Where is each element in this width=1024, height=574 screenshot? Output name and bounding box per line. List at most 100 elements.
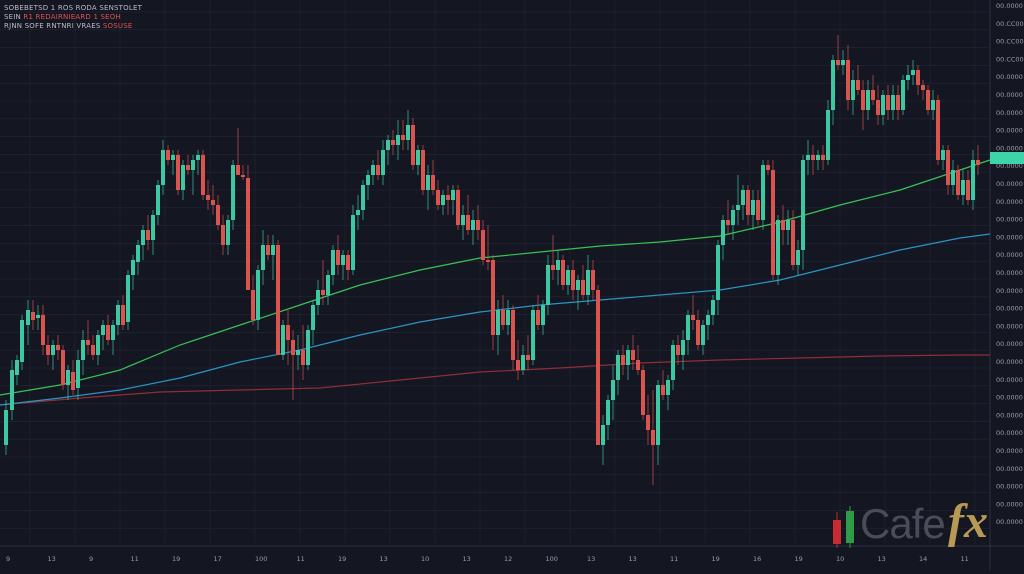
candle[interactable]	[536, 295, 540, 330]
candle[interactable]	[921, 80, 925, 100]
time-axis[interactable]: 9 13 9 11 19 17 100 11 19 13 10 13 12 100 13 13 11 19 16 19…	[6, 555, 969, 563]
candle[interactable]	[421, 145, 425, 195]
candle[interactable]	[81, 330, 85, 375]
candle[interactable]	[526, 335, 530, 370]
candle[interactable]	[901, 75, 905, 115]
candle[interactable]	[711, 295, 715, 325]
candle[interactable]	[346, 250, 350, 280]
candle[interactable]	[616, 350, 620, 395]
candle[interactable]	[391, 130, 395, 155]
candle[interactable]	[541, 300, 545, 335]
candle[interactable]	[181, 160, 185, 200]
candle[interactable]	[36, 305, 40, 330]
candle[interactable]	[716, 240, 720, 315]
candle[interactable]	[56, 335, 60, 360]
candle[interactable]	[461, 205, 465, 240]
candle[interactable]	[186, 155, 190, 175]
candle[interactable]	[441, 190, 445, 215]
candle[interactable]	[276, 240, 280, 355]
candle[interactable]	[156, 180, 160, 225]
candle[interactable]	[10, 360, 14, 420]
candle[interactable]	[656, 380, 660, 465]
candle[interactable]	[766, 160, 770, 175]
candle[interactable]	[266, 235, 270, 260]
candle[interactable]	[741, 185, 745, 220]
candle[interactable]	[471, 210, 475, 245]
candle[interactable]	[641, 365, 645, 420]
candle[interactable]	[796, 240, 800, 275]
candle[interactable]	[481, 220, 485, 265]
candle[interactable]	[51, 340, 55, 370]
candle[interactable]	[571, 260, 575, 300]
candle[interactable]	[161, 140, 165, 195]
candle[interactable]	[601, 415, 605, 465]
candle[interactable]	[926, 85, 930, 115]
candle[interactable]	[566, 265, 570, 295]
candle[interactable]	[886, 85, 890, 120]
candle[interactable]	[621, 345, 625, 375]
candle[interactable]	[476, 205, 480, 240]
candle[interactable]	[791, 210, 795, 270]
candle[interactable]	[756, 190, 760, 225]
candle[interactable]	[721, 215, 725, 260]
candle[interactable]	[861, 80, 865, 130]
candle[interactable]	[251, 275, 255, 325]
candle[interactable]	[371, 160, 375, 185]
candle[interactable]	[786, 210, 790, 245]
candle[interactable]	[611, 365, 615, 420]
candle[interactable]	[306, 325, 310, 370]
candle[interactable]	[516, 340, 520, 380]
candle[interactable]	[351, 205, 355, 275]
candle[interactable]	[681, 330, 685, 370]
candle[interactable]	[851, 70, 855, 115]
candle[interactable]	[551, 235, 555, 280]
candle[interactable]	[966, 170, 970, 205]
candle[interactable]	[701, 320, 705, 355]
candle[interactable]	[746, 185, 750, 225]
candle[interactable]	[631, 335, 635, 370]
candle[interactable]	[196, 150, 200, 175]
candle[interactable]	[431, 160, 435, 195]
candle[interactable]	[256, 265, 260, 330]
candle[interactable]	[596, 285, 600, 445]
candle[interactable]	[831, 55, 835, 125]
candle[interactable]	[361, 180, 365, 220]
candle[interactable]	[761, 160, 765, 230]
candle[interactable]	[941, 145, 945, 170]
candle[interactable]	[686, 310, 690, 355]
candle[interactable]	[101, 320, 105, 350]
candle[interactable]	[386, 135, 390, 165]
candle[interactable]	[321, 260, 325, 305]
candle[interactable]	[76, 350, 80, 400]
candle[interactable]	[41, 305, 45, 355]
candle[interactable]	[501, 295, 505, 330]
candle[interactable]	[816, 150, 820, 170]
candle[interactable]	[131, 255, 135, 290]
candle[interactable]	[151, 210, 155, 255]
candle[interactable]	[331, 245, 335, 285]
candle[interactable]	[401, 120, 405, 150]
candle[interactable]	[781, 205, 785, 245]
candle[interactable]	[296, 335, 300, 370]
candle[interactable]	[146, 215, 150, 250]
candle[interactable]	[531, 305, 535, 365]
candle[interactable]	[706, 310, 710, 340]
candle[interactable]	[356, 195, 360, 230]
candle[interactable]	[26, 300, 30, 345]
candle[interactable]	[126, 270, 130, 330]
candle[interactable]	[491, 255, 495, 350]
candle[interactable]	[86, 320, 90, 355]
candle[interactable]	[581, 265, 585, 300]
candle[interactable]	[301, 325, 305, 380]
candle[interactable]	[956, 165, 960, 200]
candle[interactable]	[466, 195, 470, 235]
candle[interactable]	[931, 90, 935, 120]
candle[interactable]	[676, 335, 680, 365]
candle[interactable]	[696, 310, 700, 350]
candle[interactable]	[166, 145, 170, 165]
candle[interactable]	[806, 140, 810, 175]
candle[interactable]	[646, 395, 650, 445]
candle[interactable]	[226, 215, 230, 255]
candle[interactable]	[236, 128, 240, 175]
